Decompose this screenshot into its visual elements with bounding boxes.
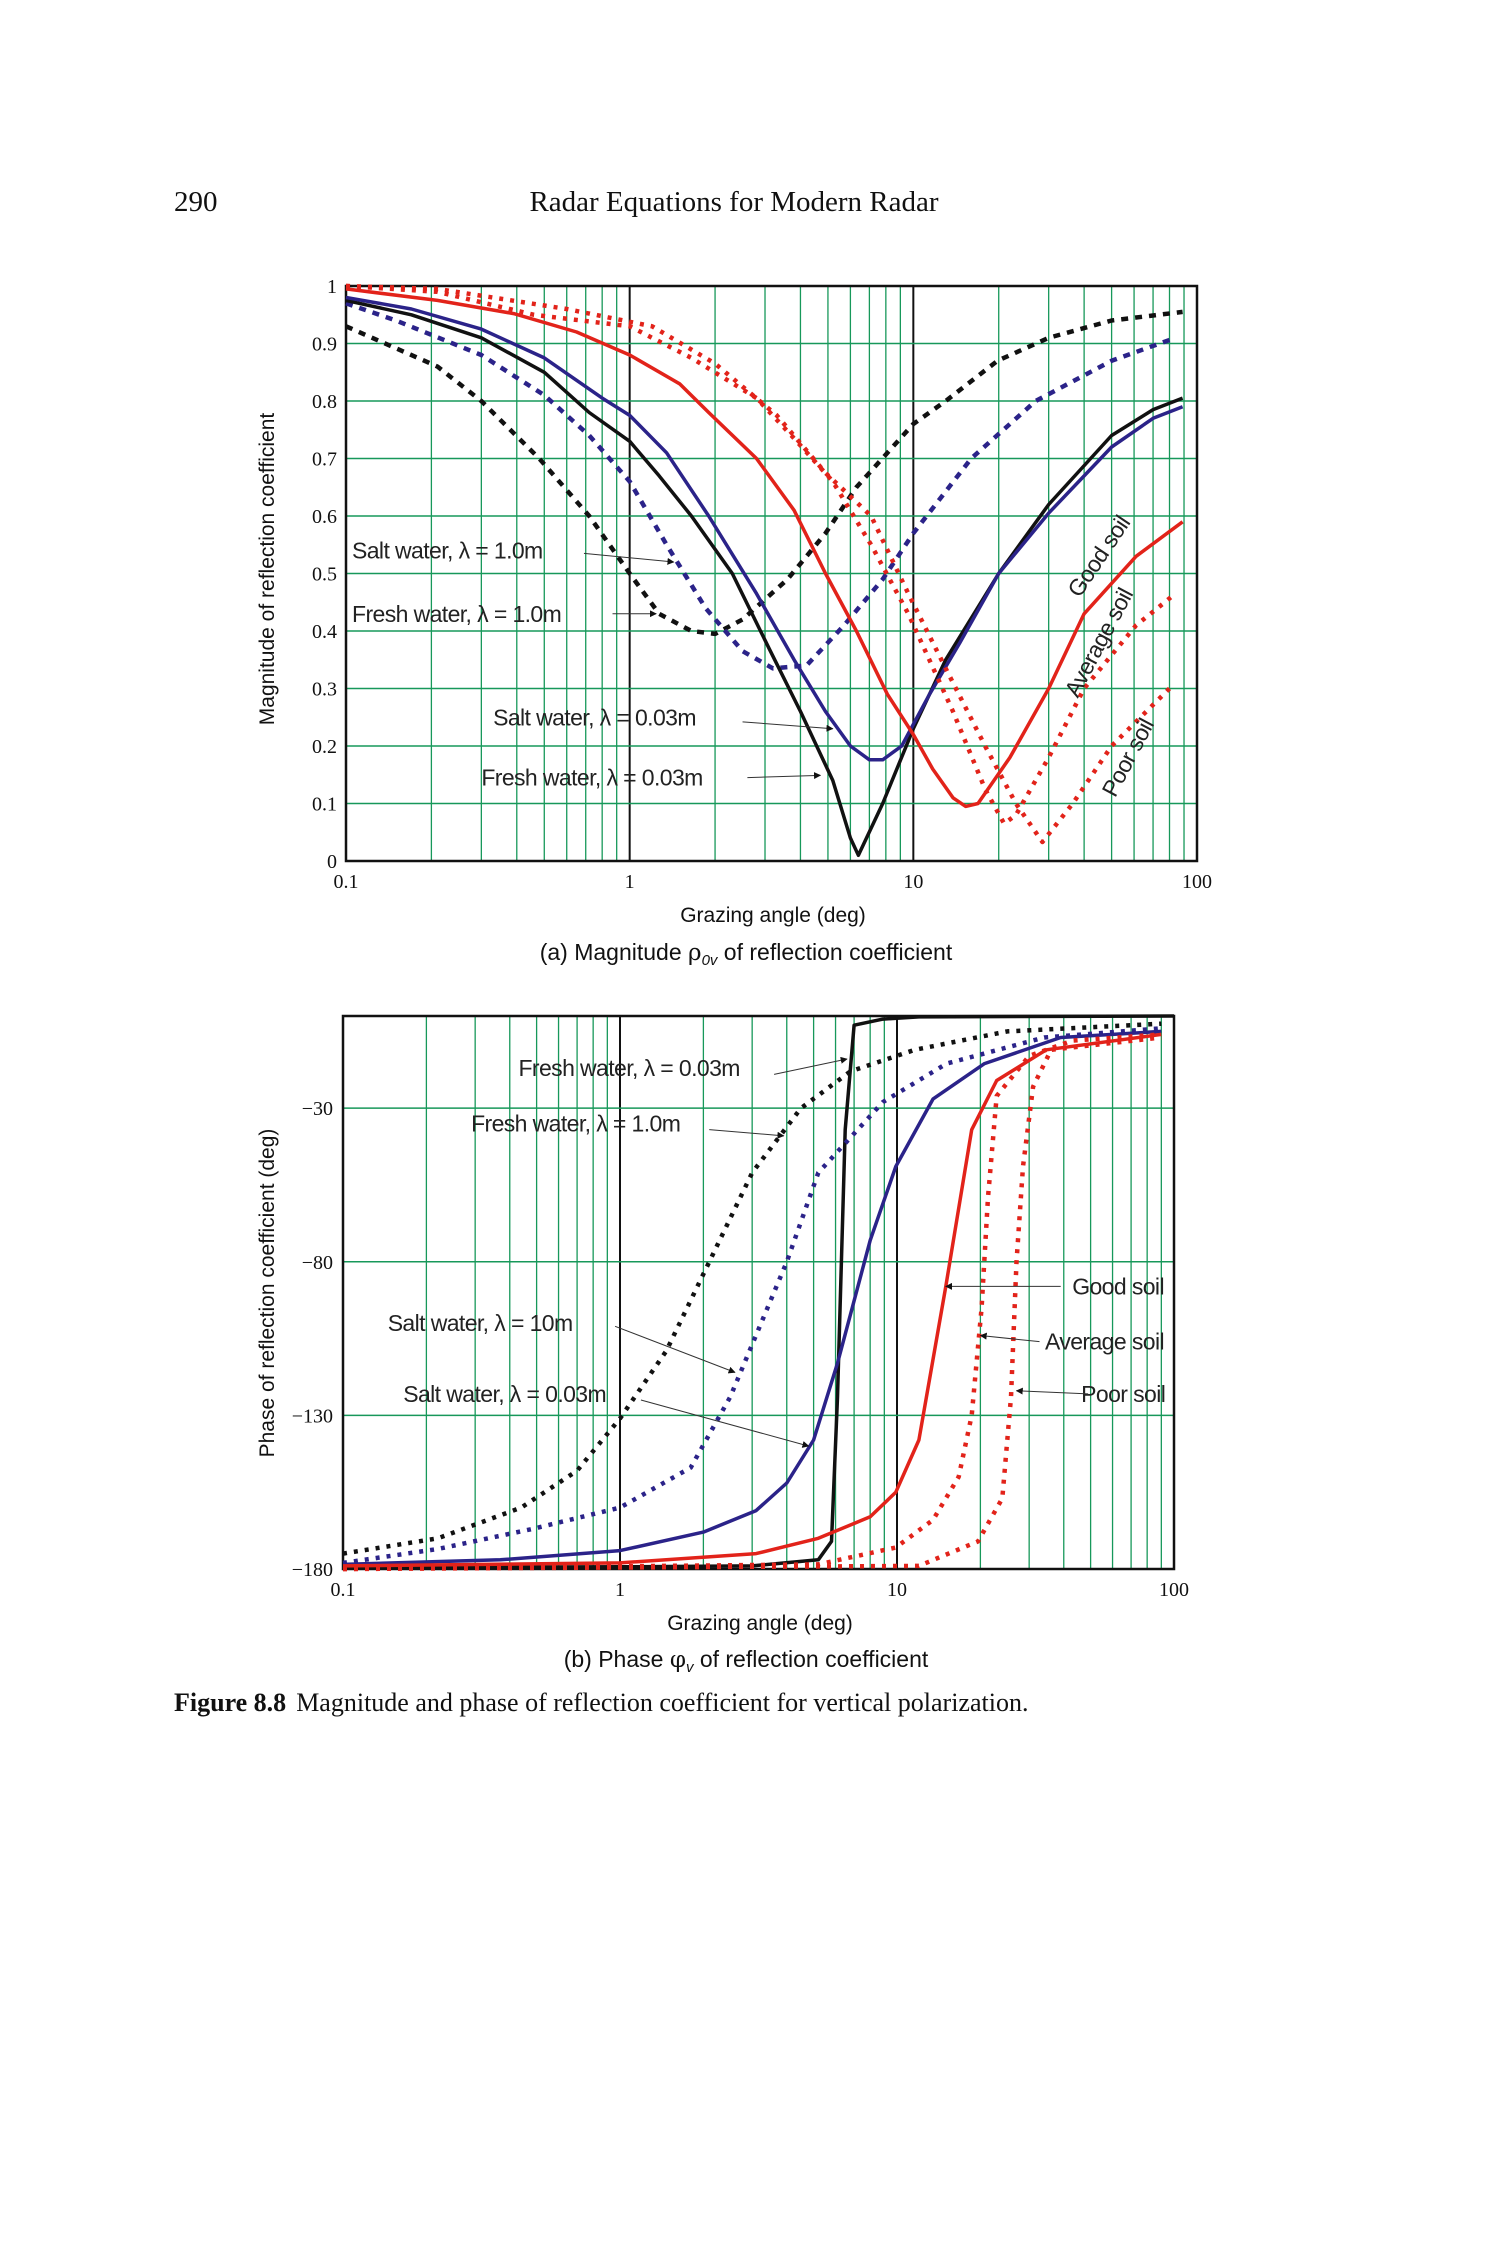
annotation-label: Poor soil: [1081, 1381, 1165, 1407]
plot-frame: [341, 1014, 1176, 1571]
x-tick-label: 1: [625, 871, 635, 893]
x-tick-label: 10: [887, 1579, 907, 1601]
annotation-arrow: [979, 1332, 1040, 1343]
phase-chart: 0.1 1 10 100 −30 −80 −130 −180 Fresh water, λ = …: [256, 1014, 1189, 1676]
annotation-label: Salt water, λ = 1.0m: [352, 538, 543, 564]
series-line-5: [342, 1032, 1162, 1572]
figure-caption-text: Magnitude and phase of reflection coeffi…: [296, 1688, 1029, 1717]
x-tick-label: 1: [615, 1579, 625, 1601]
figure-caption: Figure 8.8 Magnitude and phase of reflect…: [174, 1688, 1028, 1718]
x-tick-label: 0.1: [334, 871, 359, 893]
annotation-arrow: [773, 1056, 848, 1075]
chart-caption: (b) Phase φv of reflection coefficient: [564, 1646, 929, 1676]
x-axis-title: Grazing angle (deg): [680, 904, 866, 927]
annotation-arrow: [747, 772, 822, 780]
caption-symbol: φ: [670, 1647, 686, 1673]
annotation-arrow: [614, 1325, 736, 1374]
caption-symbol: ρ: [688, 940, 702, 966]
caption-suffix: of reflection coefficient: [693, 1646, 928, 1672]
caption-subscript: 0v: [702, 952, 719, 969]
series-line-6: [345, 283, 1172, 845]
caption-suffix: of reflection coefficient: [717, 939, 952, 965]
annotation-label: Average soil: [1045, 1329, 1164, 1355]
caption-prefix: (b) Phase: [564, 1646, 670, 1672]
y-axis-title: Magnitude of reflection coefficient: [256, 413, 279, 726]
y-tick-label: 0.9: [312, 334, 337, 356]
annotation-arrow: [640, 1399, 810, 1448]
y-tick-label: 0.4: [312, 621, 337, 643]
page-number: 290: [174, 186, 218, 218]
annotation-label: Good soil: [1062, 511, 1135, 602]
y-tick-label: 0.6: [312, 506, 337, 528]
annotation-label: Fresh water, λ = 1.0m: [352, 601, 561, 627]
y-tick-label: −80: [302, 1252, 333, 1274]
series-line-2: [345, 298, 1184, 858]
x-tick-label: 100: [1182, 871, 1212, 893]
annotation-label: Salt water, λ = 0.03m: [403, 1381, 606, 1407]
series-line-6: [342, 1035, 1162, 1572]
annotation-label: Fresh water, λ = 0.03m: [481, 765, 702, 791]
plot-frame: [344, 284, 1199, 863]
y-tick-label: −180: [292, 1559, 333, 1581]
annotation-arrow: [742, 721, 834, 732]
series-line-1: [345, 301, 1177, 671]
y-tick-label: 0: [327, 851, 337, 873]
y-tick-label: 0.7: [312, 449, 337, 471]
x-axis-title: Grazing angle (deg): [667, 1612, 853, 1635]
chart-caption: (a) Magnitude ρ0v of reflection coeffici…: [540, 939, 953, 969]
y-tick-label: 1: [327, 276, 337, 298]
y-tick-label: 0.5: [312, 564, 337, 586]
annotation-label: Salt water, λ = 10m: [388, 1310, 573, 1336]
series-line-3: [342, 1029, 1162, 1567]
annotation-arrow: [583, 552, 675, 565]
x-tick-label: 100: [1159, 1579, 1189, 1601]
series-line-4: [345, 287, 1184, 809]
x-tick-label: 0.1: [331, 1579, 356, 1601]
series-line-4: [342, 1032, 1162, 1568]
annotation-label: Fresh water, λ = 1.0m: [471, 1111, 680, 1137]
figure-label: Figure 8.8: [174, 1688, 287, 1717]
annotation-label: Fresh water, λ = 0.03m: [518, 1055, 739, 1081]
series-line-0: [345, 309, 1183, 637]
grid: [342, 1016, 1174, 1570]
caption-subscript: v: [686, 1659, 695, 1676]
y-tick-label: 0.2: [312, 736, 337, 758]
x-tick-label: 10: [903, 871, 923, 893]
annotation-label: Salt water, λ = 0.03m: [493, 704, 696, 730]
series-line-0: [342, 1014, 1175, 1570]
y-tick-label: −30: [302, 1098, 333, 1120]
caption-prefix: (a) Magnitude: [540, 939, 688, 965]
series-line-2: [342, 1026, 1162, 1566]
y-tick-label: 0.3: [312, 679, 337, 701]
annotation-arrow: [1015, 1387, 1089, 1395]
grid: [345, 285, 1197, 862]
series-line-3: [345, 295, 1184, 762]
y-tick-label: −130: [292, 1405, 333, 1427]
running-title: Radar Equations for Modern Radar: [529, 186, 939, 218]
y-tick-label: 0.8: [312, 391, 337, 413]
y-axis-title: Phase of reflection coefficient (deg): [256, 1129, 279, 1458]
magnitude-chart: 0.1 1 10 10000.10.20.30.40.50.60.70.80.91Sa…: [256, 276, 1212, 969]
y-tick-label: 0.1: [312, 794, 337, 816]
annotation-label: Good soil: [1072, 1273, 1164, 1299]
annotation-arrow: [709, 1129, 785, 1139]
series-line-5: [345, 283, 1177, 826]
